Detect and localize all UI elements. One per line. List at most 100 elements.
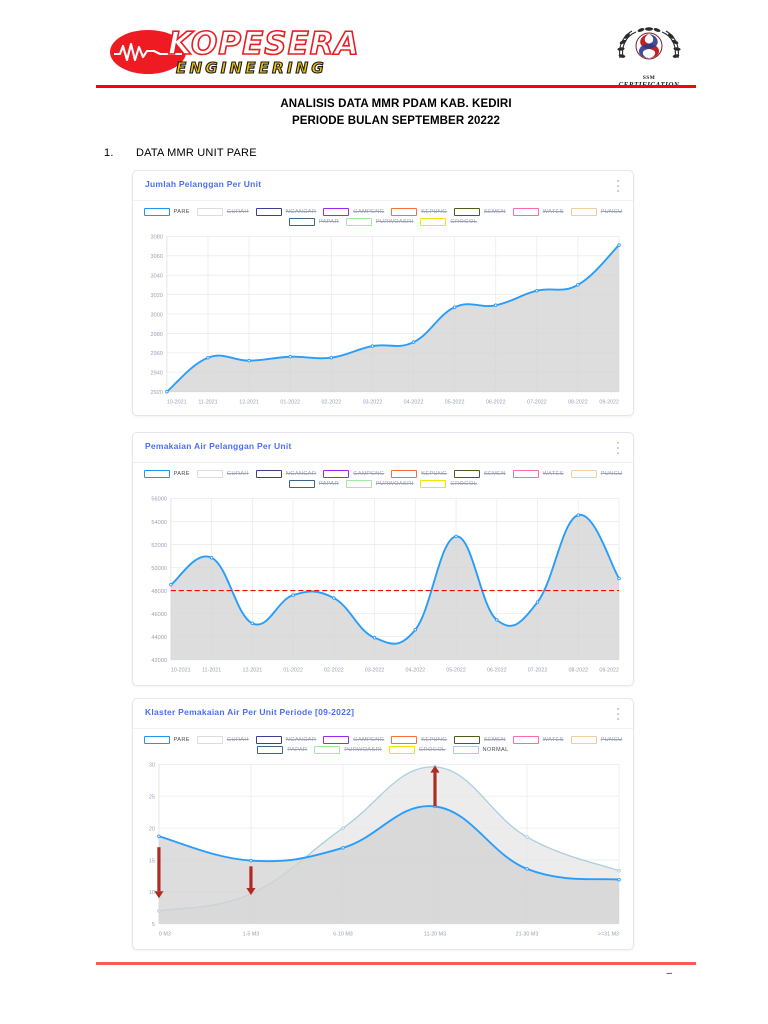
svg-text:12-2021: 12-2021 (243, 668, 263, 674)
svg-text:3000: 3000 (151, 312, 163, 318)
legend-item-pare[interactable]: PARE (143, 470, 191, 478)
legend-item-kepung[interactable]: KEPUNG (390, 470, 448, 478)
chart-legend[interactable]: PARE GURAH NGANCAR GAMPENG KEPUNG SEMEN WATES P… (133, 463, 633, 492)
svg-text:09-2022: 09-2022 (599, 400, 619, 406)
svg-text:08-2022: 08-2022 (568, 668, 588, 674)
legend-swatch (143, 736, 170, 744)
legend-item-ngancar[interactable]: NGANCAR (255, 208, 317, 216)
chart-1-canvas: 2920 2940 2960 2980 3000 3020 3040 3060 3080 10-2… (141, 230, 625, 408)
legend-item-semen[interactable]: SEMEN (453, 208, 507, 216)
svg-text:3060: 3060 (151, 254, 163, 260)
svg-text:3040: 3040 (151, 274, 163, 280)
kebab-menu-icon[interactable] (613, 441, 623, 455)
legend-item-puncu[interactable]: PUNCU (570, 208, 624, 216)
legend-label: GURAH (226, 209, 249, 215)
legend-swatch (512, 470, 539, 478)
svg-text:07-2022: 07-2022 (528, 668, 548, 674)
chart-legend[interactable]: PARE GURAH NGANCAR GAMPENG KEPUNG SEMEN WATES P… (133, 729, 633, 758)
legend-item-grogol[interactable]: GROGOL (419, 480, 478, 488)
kebab-menu-icon[interactable] (613, 707, 623, 721)
chart-legend[interactable]: PARE GURAH NGANCAR GAMPENG KEPUNG SEMEN WATES P… (133, 201, 633, 230)
legend-item-gurah[interactable]: GURAH (196, 470, 250, 478)
svg-text:2920: 2920 (151, 390, 163, 396)
legend-item-papar[interactable]: PAPAR (288, 480, 340, 488)
legend-item-wates[interactable]: WATES (512, 736, 565, 744)
legend-item-grogol[interactable]: GROGOL (419, 218, 478, 226)
annotation-arrow-up (430, 765, 440, 807)
svg-text:05-2022: 05-2022 (446, 668, 466, 674)
card-header: Pemakaian Air Pelanggan Per Unit (133, 433, 633, 463)
legend-item-puncu[interactable]: PUNCU (570, 470, 624, 478)
svg-text:12-2021: 12-2021 (239, 400, 259, 406)
legend-item-purwoasri[interactable]: PURWOASRI (345, 218, 415, 226)
legend-item-papar[interactable]: PAPAR (256, 746, 308, 754)
legend-item-gurah[interactable]: GURAH (196, 208, 250, 216)
legend-item-semen[interactable]: SEMEN (453, 470, 507, 478)
legend-item-normal[interactable]: NORMAL (452, 746, 510, 754)
legend-item-ngancar[interactable]: NGANCAR (255, 736, 317, 744)
chart-svg: 42000 44000 46000 48000 50000 52000 54000 56000… (151, 497, 621, 674)
ssm-certification-logo: SSM CERTIFICATION (608, 24, 690, 89)
svg-text:52000: 52000 (151, 543, 166, 549)
legend-item-puncu[interactable]: PUNCU (570, 736, 624, 744)
legend-item-kepung[interactable]: KEPUNG (390, 736, 448, 744)
legend-item-wates[interactable]: WATES (512, 470, 565, 478)
legend-swatch (323, 208, 350, 216)
legend-swatch (345, 218, 372, 226)
legend-item-purwoasri[interactable]: PURWOASRI (345, 480, 415, 488)
legend-label: SEMEN (484, 471, 506, 477)
legend-label: PAPAR (318, 481, 339, 487)
svg-text:01-2022: 01-2022 (283, 668, 303, 674)
svg-text:50000: 50000 (151, 566, 166, 572)
annotation-arrow-down (154, 847, 164, 899)
svg-text:06-2022: 06-2022 (486, 400, 506, 406)
svg-text:10-2021: 10-2021 (167, 400, 187, 406)
svg-text:05-2022: 05-2022 (445, 400, 465, 406)
legend-item-gampeng[interactable]: GAMPENG (322, 470, 385, 478)
legend-item-kepung[interactable]: KEPUNG (390, 208, 448, 216)
legend-swatch (255, 208, 282, 216)
svg-text:3020: 3020 (151, 293, 163, 299)
legend-label: PURWOASRI (375, 481, 414, 487)
legend-item-purwoasri[interactable]: PURWOASRI (313, 746, 383, 754)
legend-label: WATES (542, 471, 564, 477)
legend-item-gampeng[interactable]: GAMPENG (322, 208, 385, 216)
svg-text:08-2022: 08-2022 (568, 400, 588, 406)
legend-label: PURWOASRI (375, 219, 414, 225)
svg-text:6-10 M3: 6-10 M3 (333, 932, 353, 938)
chart-svg: 5 10 15 20 25 30 0 M3 1-5 M3 6-10 M3 11-20 M3 21-3… (149, 763, 621, 938)
legend-swatch (143, 470, 170, 478)
card-header: Jumlah Pelanggan Per Unit (133, 171, 633, 201)
svg-text:46000: 46000 (151, 612, 166, 618)
svg-text:10-2021: 10-2021 (171, 668, 191, 674)
legend-swatch (570, 736, 597, 744)
svg-text:5: 5 (152, 922, 155, 928)
legend-label: PAPAR (287, 747, 308, 753)
legend-item-wates[interactable]: WATES (512, 208, 565, 216)
header-divider (96, 85, 696, 88)
legend-item-ngancar[interactable]: NGANCAR (255, 470, 317, 478)
legend-item-pare[interactable]: PARE (143, 208, 191, 216)
svg-text:21-30 M3: 21-30 M3 (516, 932, 539, 938)
legend-item-grogol[interactable]: GROGOL (388, 746, 447, 754)
svg-text:2940: 2940 (151, 371, 163, 377)
svg-text:11-2021: 11-2021 (198, 400, 217, 406)
chart-plot-area: 42000 44000 46000 48000 50000 52000 54000 56000… (133, 492, 633, 680)
legend-item-gampeng[interactable]: GAMPENG (322, 736, 385, 744)
page-title-line1: ANALISIS DATA MMR PDAM KAB. KEDIRI (280, 98, 512, 110)
kebab-menu-icon[interactable] (613, 179, 623, 193)
legend-item-pare[interactable]: PARE (143, 736, 191, 744)
svg-text:25: 25 (149, 795, 155, 801)
legend-item-papar[interactable]: PAPAR (288, 218, 340, 226)
logo-wordmark: KOPESERA (167, 25, 360, 63)
legend-label: WATES (542, 209, 564, 215)
legend-swatch (255, 736, 282, 744)
svg-text:11-2021: 11-2021 (202, 668, 221, 674)
svg-text:48000: 48000 (151, 589, 166, 595)
legend-label: GROGOL (450, 219, 478, 225)
legend-swatch (323, 736, 350, 744)
legend-label: GAMPENG (353, 209, 385, 215)
legend-item-gurah[interactable]: GURAH (196, 736, 250, 744)
legend-item-semen[interactable]: SEMEN (453, 736, 507, 744)
